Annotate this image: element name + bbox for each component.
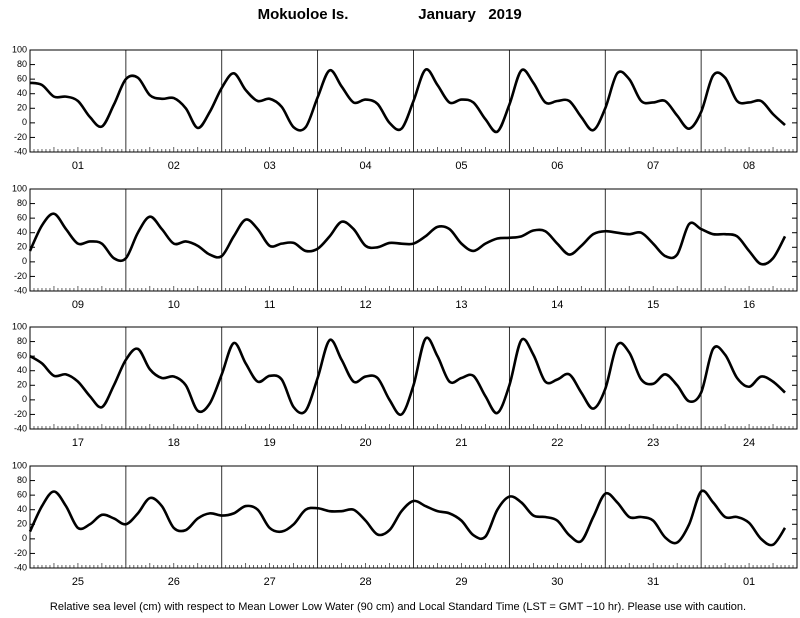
y-tick-label: 0 [22, 256, 27, 266]
y-tick-label: 60 [17, 74, 27, 84]
day-label: 02 [168, 160, 180, 172]
day-label: 27 [264, 576, 276, 588]
y-tick-label: -20 [14, 271, 27, 281]
y-tick-label: -20 [14, 409, 27, 419]
day-label: 16 [743, 299, 755, 311]
day-label: 20 [359, 437, 371, 449]
day-label: 19 [264, 437, 276, 449]
tide-curve [29, 68, 786, 134]
day-label: 26 [168, 576, 180, 588]
day-label: 15 [647, 299, 659, 311]
y-tick-label: 40 [17, 365, 27, 375]
y-tick-label: 100 [12, 321, 27, 331]
day-label: 12 [359, 299, 371, 311]
y-tick-label: -40 [14, 562, 27, 572]
y-tick-label: -20 [14, 132, 27, 142]
day-label: 21 [455, 437, 467, 449]
y-tick-label: 80 [17, 336, 27, 346]
day-label: 01 [743, 576, 755, 588]
tide-curve [29, 336, 786, 417]
day-label: 04 [359, 160, 371, 172]
day-label: 18 [168, 437, 180, 449]
day-label: 10 [168, 299, 180, 311]
y-tick-label: 100 [12, 460, 27, 470]
day-label: 14 [551, 299, 563, 311]
day-label: 09 [72, 299, 84, 311]
y-tick-label: 20 [17, 103, 27, 113]
day-label: 08 [743, 160, 755, 172]
day-label: 24 [743, 437, 755, 449]
day-label: 01 [72, 160, 84, 172]
y-tick-label: 100 [12, 183, 27, 193]
day-label: 06 [551, 160, 563, 172]
y-tick-label: 100 [12, 44, 27, 54]
y-tick-label: 20 [17, 519, 27, 529]
y-tick-label: 40 [17, 504, 27, 514]
y-tick-label: 80 [17, 475, 27, 485]
y-tick-label: -40 [14, 285, 27, 295]
day-label: 30 [551, 576, 563, 588]
y-tick-label: 60 [17, 351, 27, 361]
day-label: 03 [264, 160, 276, 172]
day-label: 29 [455, 576, 467, 588]
y-tick-label: 40 [17, 88, 27, 98]
y-tick-label: 80 [17, 59, 27, 69]
day-label: 23 [647, 437, 659, 449]
y-tick-label: 20 [17, 242, 27, 252]
footnote: Relative sea level (cm) with respect to … [50, 601, 746, 613]
y-tick-label: -20 [14, 548, 27, 558]
tide-curve [28, 489, 787, 547]
y-tick-label: 40 [17, 227, 27, 237]
tide-curve [28, 212, 787, 266]
y-tick-label: -40 [14, 423, 27, 433]
day-label: 28 [359, 576, 371, 588]
month-title: January 2019 [418, 6, 521, 23]
day-label: 05 [455, 160, 467, 172]
y-tick-label: 60 [17, 490, 27, 500]
y-tick-label: 60 [17, 213, 27, 223]
y-tick-label: 20 [17, 380, 27, 390]
station-title: Mokuoloe Is. [258, 6, 349, 23]
y-tick-label: 0 [22, 394, 27, 404]
y-tick-label: 0 [22, 533, 27, 543]
day-label: 13 [455, 299, 467, 311]
day-label: 31 [647, 576, 659, 588]
day-label: 11 [264, 299, 275, 311]
day-label: 07 [647, 160, 659, 172]
y-tick-label: 80 [17, 198, 27, 208]
day-label: 17 [72, 437, 84, 449]
y-tick-label: -40 [14, 146, 27, 156]
day-label: 25 [72, 576, 84, 588]
day-label: 22 [551, 437, 563, 449]
y-tick-label: 0 [22, 117, 27, 127]
